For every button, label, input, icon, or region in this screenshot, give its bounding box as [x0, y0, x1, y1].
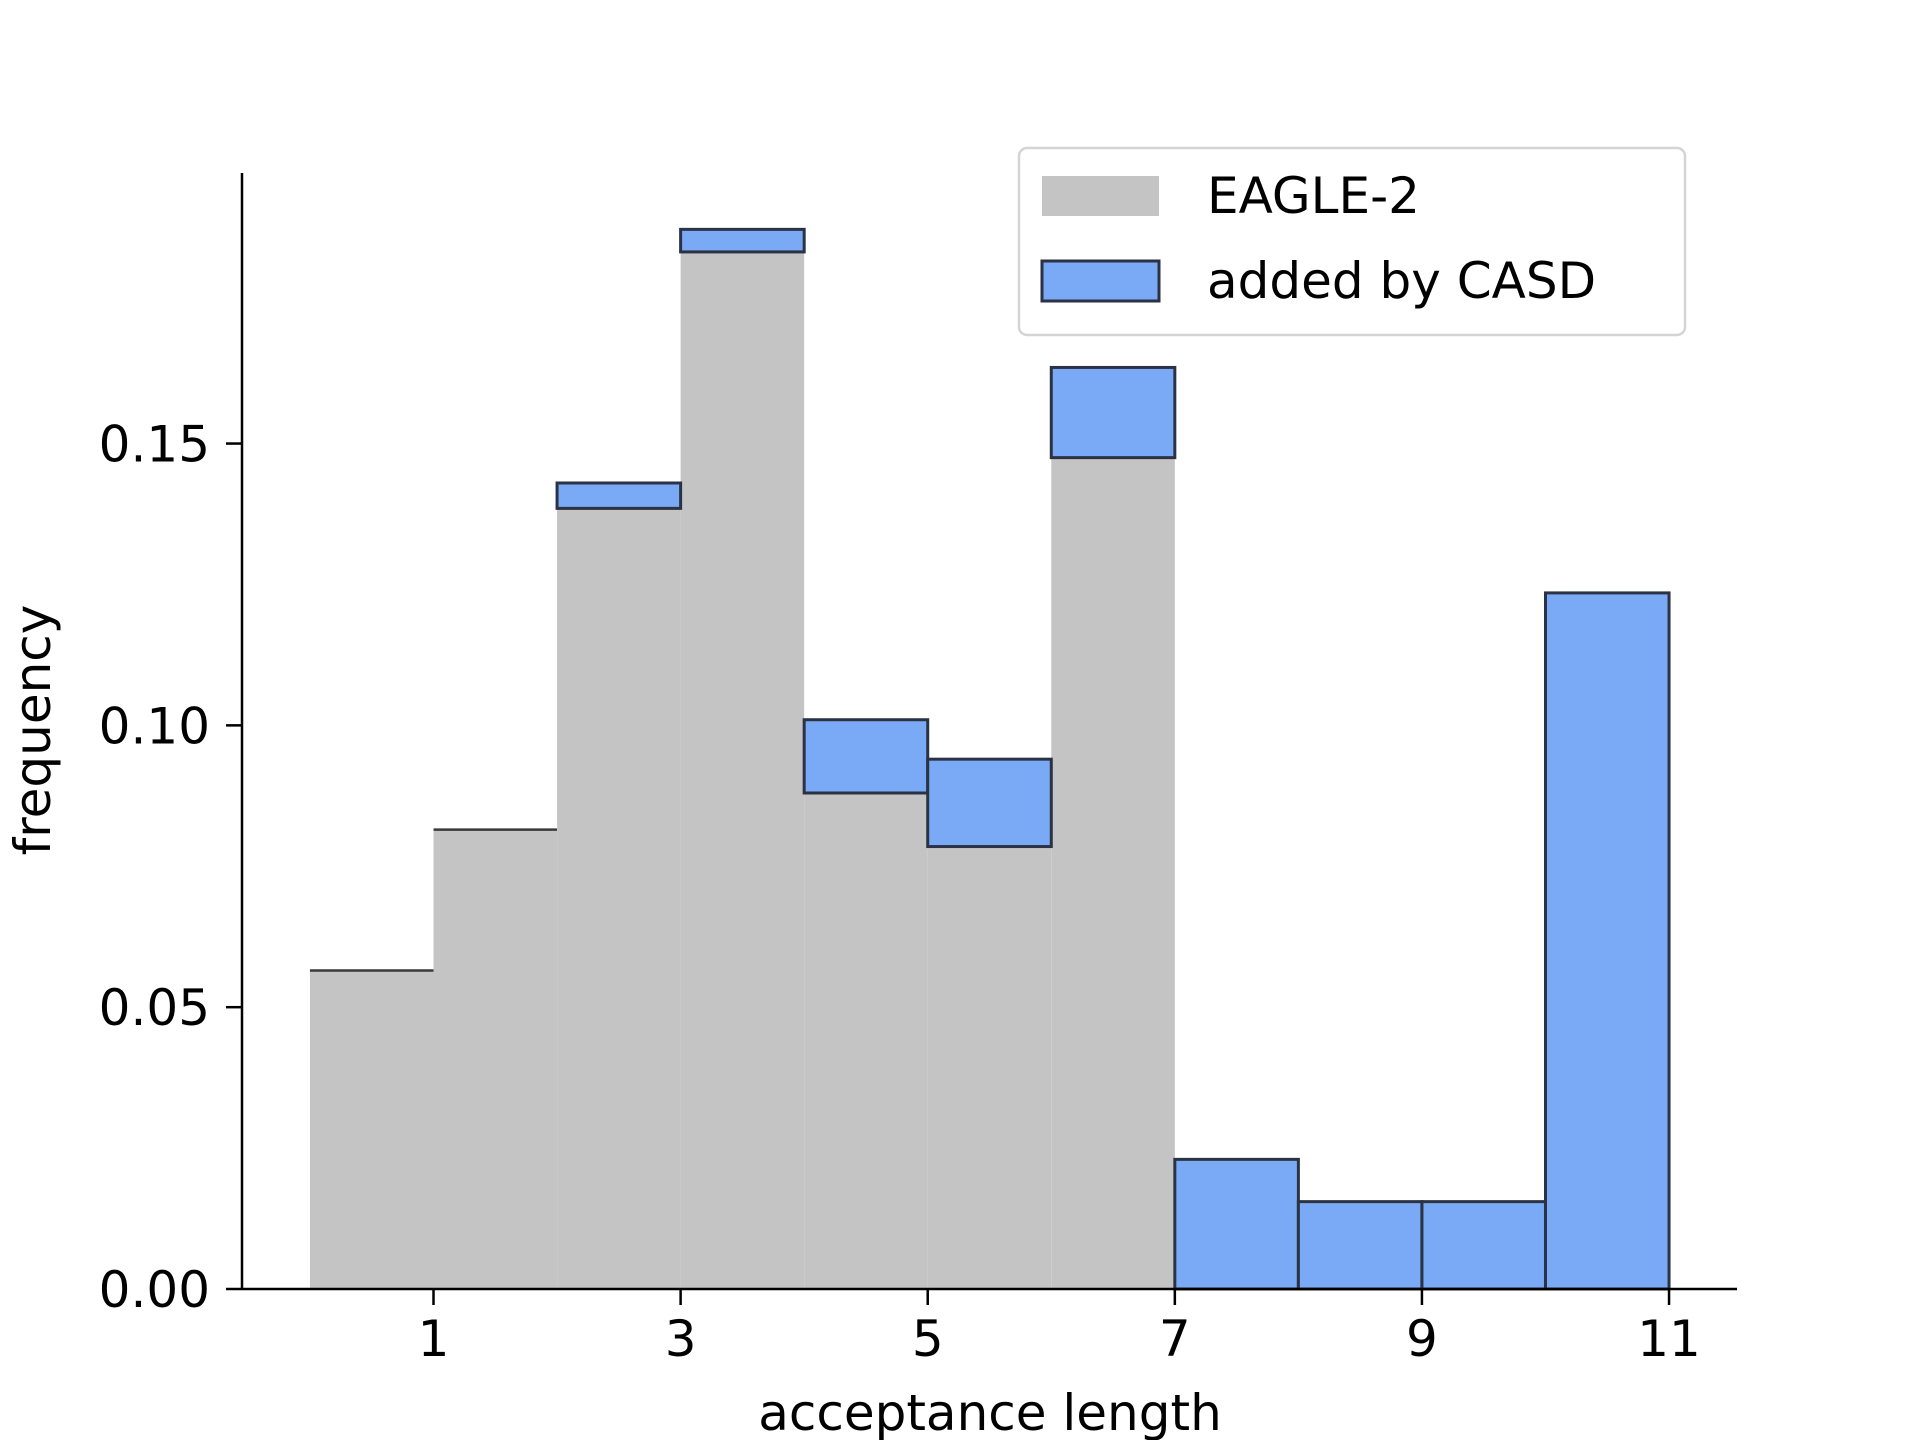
bar-eagle2-bin-4 — [804, 793, 928, 1289]
x-tick-label-5: 5 — [912, 1310, 944, 1368]
bar-casd-bin-9 — [1420, 1200, 1547, 1291]
bar-casd-bin-5 — [926, 757, 1053, 849]
legend: EAGLE-2 added by CASD — [1017, 146, 1687, 337]
x-tick-label-11: 11 — [1637, 1310, 1701, 1368]
x-tick-label-1: 1 — [418, 1310, 450, 1368]
y-tick-label-0.05: 0.05 — [99, 979, 210, 1037]
x-axis-ticks: 1 3 5 7 9 11 — [418, 1289, 1701, 1368]
y-tick-label-0.00: 0.00 — [99, 1261, 210, 1319]
x-tick-label-7: 7 — [1159, 1310, 1191, 1368]
y-tick-label-0.15: 0.15 — [99, 416, 210, 474]
legend-swatch-eagle2 — [1042, 176, 1159, 216]
y-axis-ticks: 0.00 0.05 0.10 0.15 — [99, 416, 242, 1319]
x-tick-label-9: 9 — [1406, 1310, 1438, 1368]
bar-casd-bin-3 — [679, 227, 806, 254]
bar-casd-bin-7 — [1173, 1157, 1300, 1291]
legend-label-eagle2: EAGLE-2 — [1207, 167, 1420, 225]
x-axis-label: acceptance length — [758, 1384, 1222, 1440]
x-tick-label-3: 3 — [665, 1310, 697, 1368]
y-axis-label: frequency — [4, 605, 62, 856]
legend-swatch-casd — [1040, 259, 1161, 303]
bar-casd-bin-6 — [1049, 365, 1177, 460]
legend-label-casd: added by CASD — [1207, 252, 1596, 310]
bar-eagle2-bin-0 — [309, 970, 434, 1289]
legend-frame — [1017, 146, 1687, 337]
bar-eagle2-bin-6 — [1051, 457, 1175, 1289]
bar-casd-bin-8 — [1296, 1200, 1424, 1291]
bar-casd-bin-4 — [802, 718, 930, 795]
bar-eagle2-bin-3 — [680, 251, 805, 1290]
bar-eagle2-bin-5 — [927, 846, 1052, 1289]
bar-eagle2-bin-1 — [433, 829, 558, 1289]
y-tick-label-0.10: 0.10 — [99, 697, 210, 755]
bar-casd-bin-2 — [555, 481, 683, 510]
bar-casd-bin-10 — [1543, 591, 1671, 1291]
bar-eagle2-bin-2 — [557, 508, 681, 1289]
bars-layer — [309, 227, 1671, 1291]
